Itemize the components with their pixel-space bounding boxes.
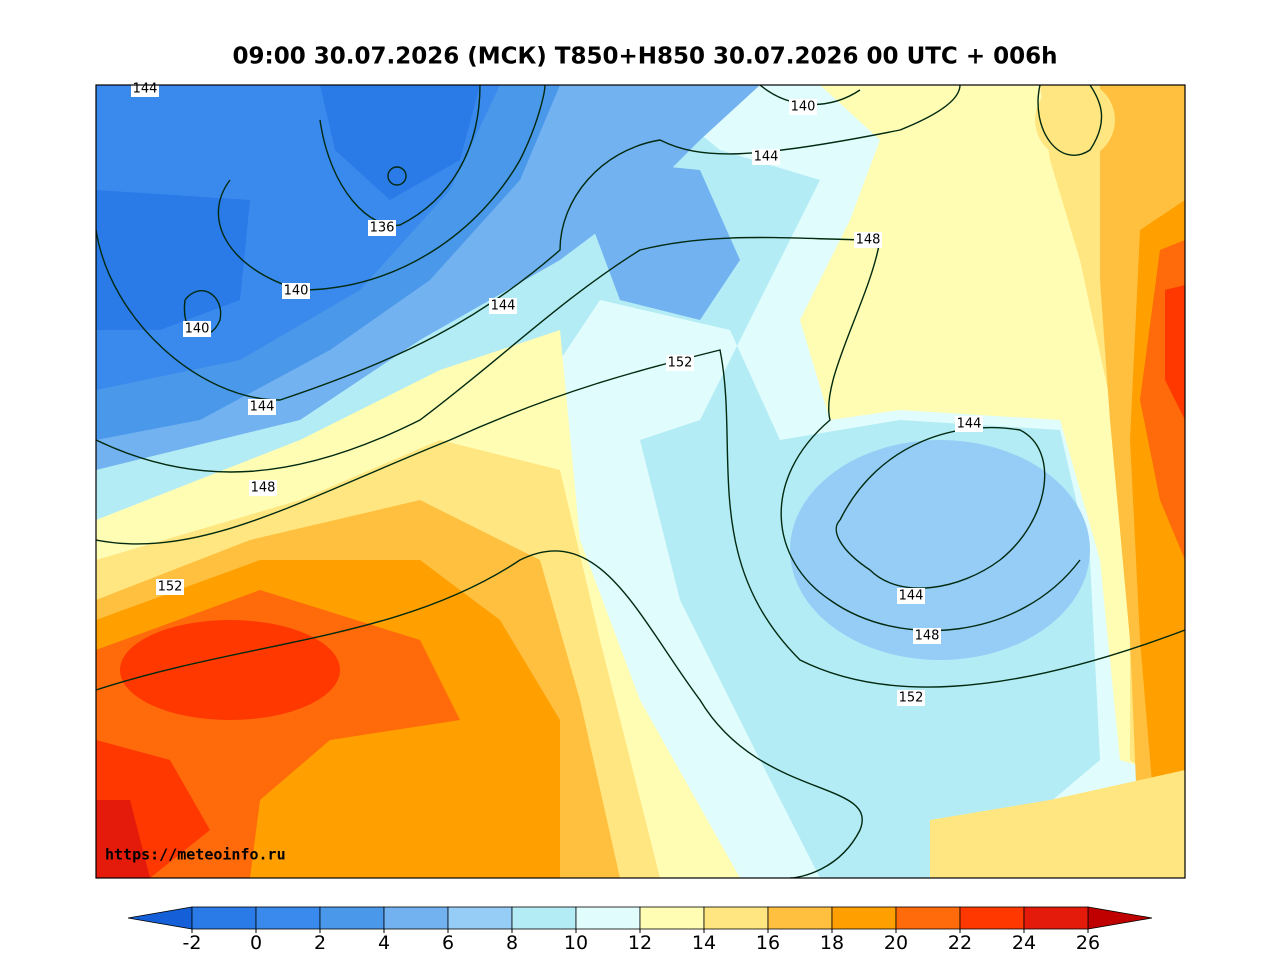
label-bg: [897, 588, 925, 604]
label-bg: [248, 399, 276, 415]
colorbar-box: [319, 906, 385, 930]
label-bg: [955, 416, 983, 432]
label-bg: [249, 480, 277, 496]
label-bg: [897, 690, 925, 706]
colorbar-tick-label: -2: [183, 932, 202, 954]
colorbar-box: [639, 906, 705, 930]
map-frame: [95, 84, 1186, 879]
contour-label: 136: [370, 221, 395, 236]
colorbar-box: [447, 906, 513, 930]
contour-label: 140: [185, 322, 210, 337]
colorbar-tick-label: 20: [884, 932, 908, 954]
colorbar-tick-label: 4: [378, 932, 390, 954]
colorbar-tick-label: 10: [564, 932, 588, 954]
contour-label: 152: [158, 580, 183, 595]
label-bg: [183, 321, 211, 337]
contour-label: 148: [915, 629, 940, 644]
colorbar-tick-label: 12: [628, 932, 652, 954]
contour-label: 144: [899, 589, 924, 604]
colorbar-over: [1087, 906, 1153, 930]
map-title: 09:00 30.07.2026 (МСК) T850+H850 30.07.2…: [232, 44, 1057, 70]
contour-label: 140: [791, 100, 816, 115]
colorbar-box: [703, 906, 769, 930]
colorbar-tick-label: 0: [250, 932, 262, 954]
contour-label: 152: [668, 356, 693, 371]
label-bg: [913, 628, 941, 644]
contour-label: 152: [899, 691, 924, 706]
colorbar-box: [383, 906, 449, 930]
contour-label: 144: [957, 417, 982, 432]
contour-label: 144: [250, 400, 275, 415]
label-bg: [666, 355, 694, 371]
colorbar-box: [575, 906, 641, 930]
label-bg: [752, 149, 780, 165]
colorbar-box: [1023, 906, 1089, 930]
colorbar-box: [959, 906, 1025, 930]
contour-label: 148: [856, 233, 881, 248]
map-field: [96, 85, 1185, 878]
colorbar-under: [127, 906, 193, 930]
colorbar-tick-label: 18: [820, 932, 844, 954]
colorbar-tick-label: 26: [1076, 932, 1100, 954]
colorbar-box: [767, 906, 833, 930]
colorbar: -2 0 2 4 6 8 10 12 14 16 18 20 22 24 26: [127, 906, 1153, 954]
contour-label: 144: [491, 299, 516, 314]
contour-label: 144: [754, 150, 779, 165]
colorbar-box: [511, 906, 577, 930]
label-bg: [156, 579, 184, 595]
label-bg: [854, 232, 882, 248]
colorbar-tick-label: 14: [692, 932, 716, 954]
label-bg: [282, 283, 310, 299]
colorbar-box: [255, 906, 321, 930]
colorbar-tick-label: 22: [948, 932, 972, 954]
colorbar-box: [895, 906, 961, 930]
label-bg: [789, 99, 817, 115]
contour-label: 144: [133, 82, 158, 97]
colorbar-box: [831, 906, 897, 930]
colorbar-tick-label: 16: [756, 932, 780, 954]
contour-labels: 144 136 140 140 144 148 152 144 152 140 144 148 144 1…: [131, 81, 983, 706]
colorbar-tick-label: 8: [506, 932, 518, 954]
contour-label: 140: [284, 284, 309, 299]
label-bg: [489, 298, 517, 314]
source-url: https://meteoinfo.ru: [105, 846, 286, 864]
colorbar-tick-label: 24: [1012, 932, 1036, 954]
colorbar-tick-label: 2: [314, 932, 326, 954]
colorbar-box: [191, 906, 257, 930]
contour-label: 148: [251, 481, 276, 496]
colorbar-tick-label: 6: [442, 932, 454, 954]
label-bg: [368, 220, 396, 236]
